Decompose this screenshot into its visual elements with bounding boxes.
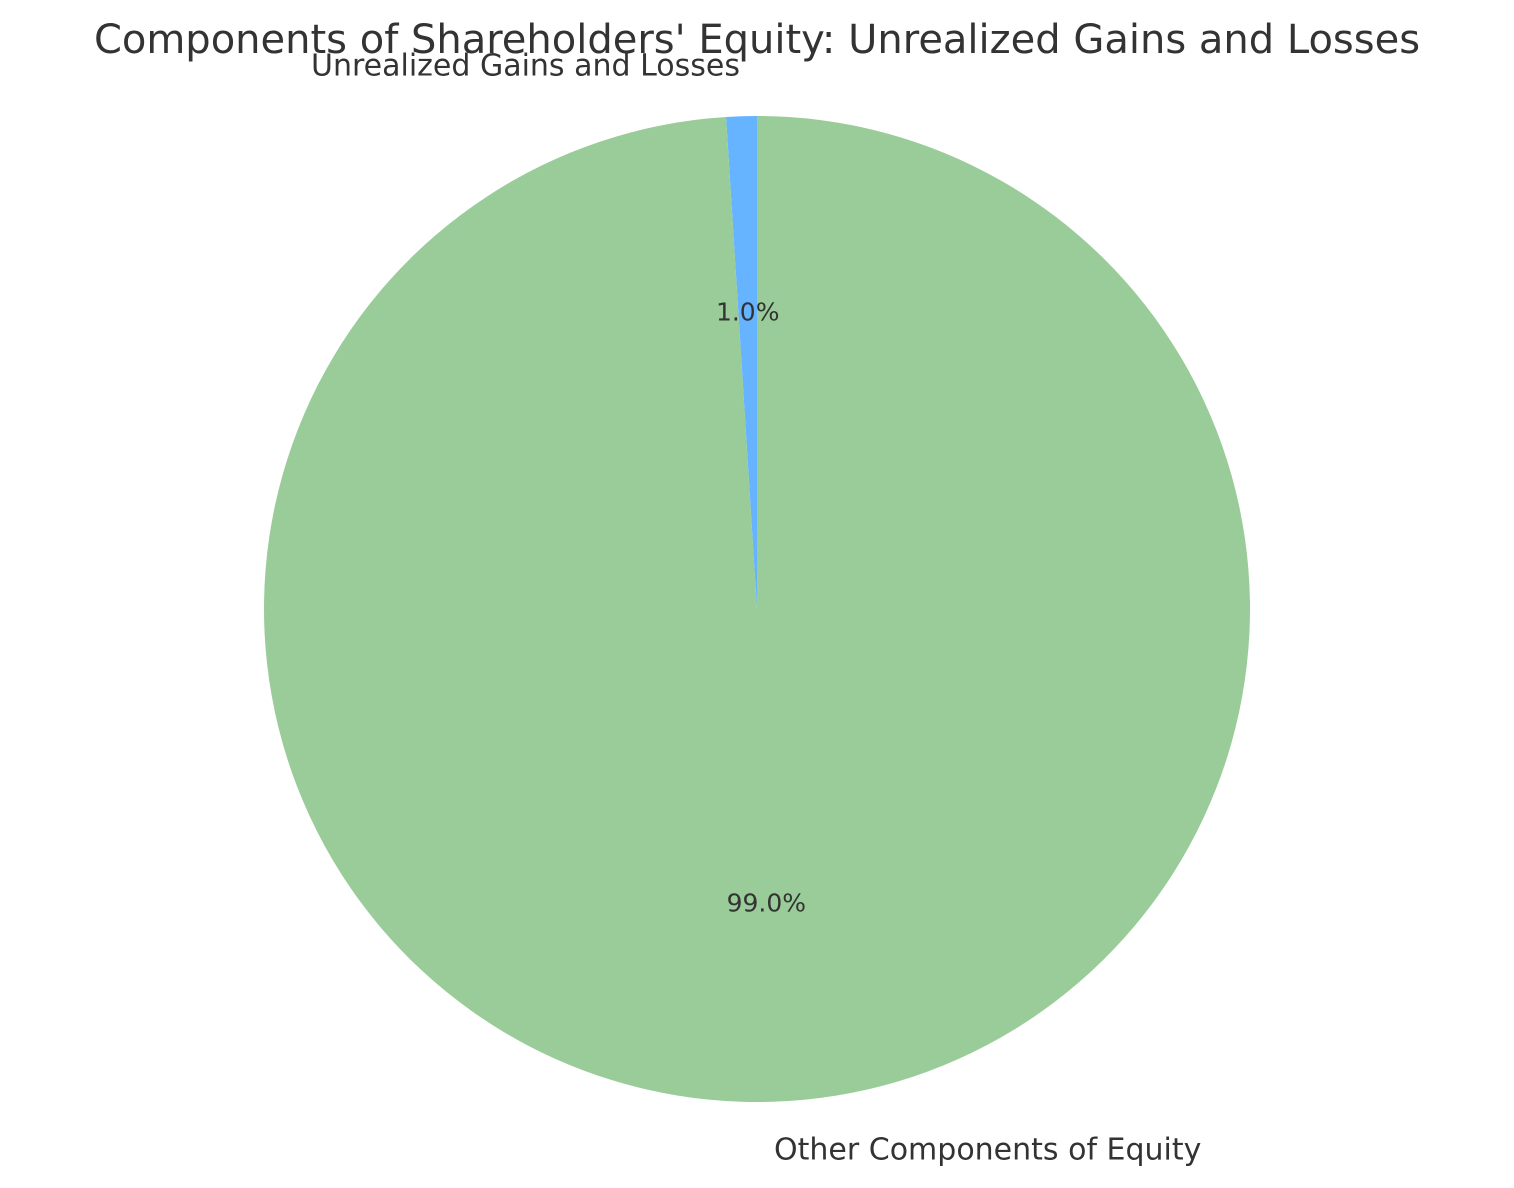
chart-title: Components of Shareholders' Equity: Unre… (94, 17, 1420, 63)
slice-percent-label: 99.0% (727, 889, 806, 918)
pie-labels: Unrealized Gains and Losses 1.0% Other Com… (311, 48, 1201, 1167)
pie-slices (263, 116, 1251, 1103)
slice-percent-label: 1.0% (716, 297, 780, 326)
slice-label: Other Components of Equity (774, 1133, 1201, 1168)
slice-label: Unrealized Gains and Losses (311, 48, 740, 83)
pie-slice-other-components-of-equity (263, 116, 1251, 1103)
pie-slice-unrealized-gains-and-losses (726, 116, 757, 609)
